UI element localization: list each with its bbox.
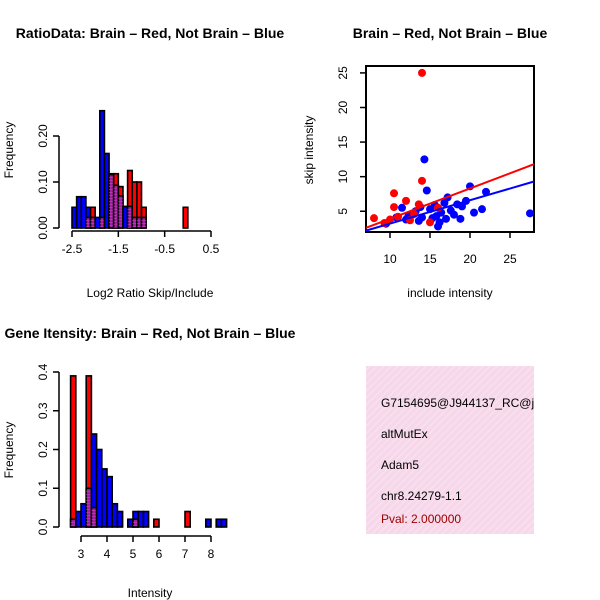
y-tick-label: 0.20 — [36, 124, 50, 148]
ratio-histogram-axes: -2.5 -1.5 -0.5 0.5 0.00 0.10 0.20 — [36, 124, 220, 256]
scatter-point-blue — [470, 208, 478, 217]
scatter-xlabel: include intensity — [407, 286, 492, 300]
scatter-point-blue — [478, 205, 486, 214]
scatter-point-red — [370, 214, 378, 223]
intensity-histogram-bars — [69, 375, 228, 528]
y-tick-label: 0.3 — [36, 402, 50, 419]
ratio-histogram-bars — [71, 109, 189, 229]
x-tick-label: -2.5 — [62, 242, 83, 256]
histogram-bar-blue — [142, 510, 150, 528]
scatter-point-red — [418, 176, 426, 185]
y-tick-label: 20 — [336, 101, 350, 115]
intensity-histogram-xlabel: Intensity — [128, 586, 173, 600]
scatter-point-red — [402, 196, 410, 205]
y-tick-label: 0.00 — [36, 216, 50, 240]
scatter-point-blue — [422, 186, 431, 195]
histogram-bar-blue — [116, 510, 124, 528]
scatter-point-blue — [458, 202, 466, 211]
x-tick-label: -1.5 — [108, 242, 129, 256]
info-panel: G7154695@J944137_RC@j29@s@J944139 altMut… — [366, 366, 600, 534]
scatter-ylabel: skip intensity — [302, 116, 316, 185]
scatter-point-blue — [432, 212, 441, 221]
scatter-marks — [365, 68, 535, 232]
fit-line-blue — [365, 180, 535, 232]
scatter-point-red — [390, 189, 398, 198]
y-tick-label: 15 — [336, 135, 350, 149]
scatter-point-red — [418, 68, 426, 77]
ratio-histogram-panel: RatioData: Brain – Red, Not Brain – Blue… — [2, 25, 284, 300]
scatter-point-red — [390, 203, 398, 212]
intensity-histogram-ylabel: Frequency — [2, 422, 16, 479]
y-tick-label: 0.10 — [36, 170, 50, 194]
intensity-histogram-title: Gene Itensity: Brain – Red, Not Brain – … — [5, 325, 296, 341]
scatter-point-blue — [482, 187, 490, 196]
y-tick-label: 0.4 — [36, 363, 50, 380]
scatter-title: Brain – Red, Not Brain – Blue — [353, 25, 548, 41]
histogram-bar-red — [182, 206, 189, 229]
x-tick-label: 7 — [182, 547, 189, 561]
x-tick-label: 15 — [423, 252, 437, 266]
info-id-line: G7154695@J944137_RC@j29@s@J944139 — [381, 396, 600, 410]
scatter-point-blue — [450, 210, 458, 219]
ratio-histogram-title: RatioData: Brain – Red, Not Brain – Blue — [16, 25, 285, 41]
histogram-bar-blue — [220, 518, 228, 528]
x-tick-label: 20 — [463, 252, 477, 266]
info-gene: Adam5 — [381, 458, 419, 472]
scatter-point-blue — [435, 218, 444, 227]
histogram-bar-overlap — [140, 216, 147, 229]
x-tick-label: 5 — [130, 547, 137, 561]
info-location: chr8.24279-1.1 — [381, 489, 462, 503]
histogram-bar-red — [69, 375, 77, 528]
x-tick-label: 3 — [78, 547, 85, 561]
x-tick-label: 8 — [208, 547, 215, 561]
scatter-axes: 10 15 20 25 5 10 15 20 25 — [336, 66, 517, 266]
y-tick-label: 0.0 — [36, 518, 50, 535]
x-tick-label: 25 — [503, 252, 517, 266]
scatter-point-blue — [526, 209, 534, 218]
histogram-bar-red — [184, 510, 191, 528]
scatter-panel: Brain – Red, Not Brain – Blue 10 15 20 2551… — [302, 25, 547, 300]
scatter-point-blue — [456, 214, 465, 223]
info-panel-hatch — [366, 366, 534, 534]
x-tick-label: 4 — [104, 547, 111, 561]
x-tick-label: -0.5 — [154, 242, 175, 256]
intensity-histogram-panel: Gene Itensity: Brain – Red, Not Brain – … — [2, 325, 296, 600]
x-tick-label: 0.5 — [203, 242, 220, 256]
y-tick-label: 0.2 — [36, 441, 50, 458]
scatter-point-blue — [398, 203, 406, 212]
x-tick-label: 6 — [156, 547, 163, 561]
x-tick-label: 10 — [383, 252, 397, 266]
histogram-bar-blue — [106, 475, 113, 528]
y-tick-label: 10 — [336, 170, 350, 184]
scatter-point-red — [426, 218, 434, 227]
scatter-point-blue — [420, 155, 429, 164]
histogram-bar-red — [153, 518, 160, 528]
intensity-histogram-axes: 3 4 5 6 7 8 0.0 0.1 0.2 0.3 0.4 — [36, 363, 215, 561]
fit-line-red — [365, 163, 535, 229]
ratio-histogram-ylabel: Frequency — [2, 122, 16, 179]
info-event-type: altMutEx — [381, 427, 428, 441]
y-tick-label: 0.1 — [36, 480, 50, 497]
ratio-histogram-xlabel: Log2 Ratio Skip/Include — [87, 286, 214, 300]
y-tick-label: 25 — [336, 66, 350, 80]
scatter-plot-frame — [365, 65, 535, 233]
info-pval: Pval: 2.000000 — [381, 512, 461, 526]
y-tick-label: 5 — [336, 208, 350, 215]
histogram-bar-blue — [205, 518, 212, 528]
scatter-point-blue — [442, 214, 450, 223]
